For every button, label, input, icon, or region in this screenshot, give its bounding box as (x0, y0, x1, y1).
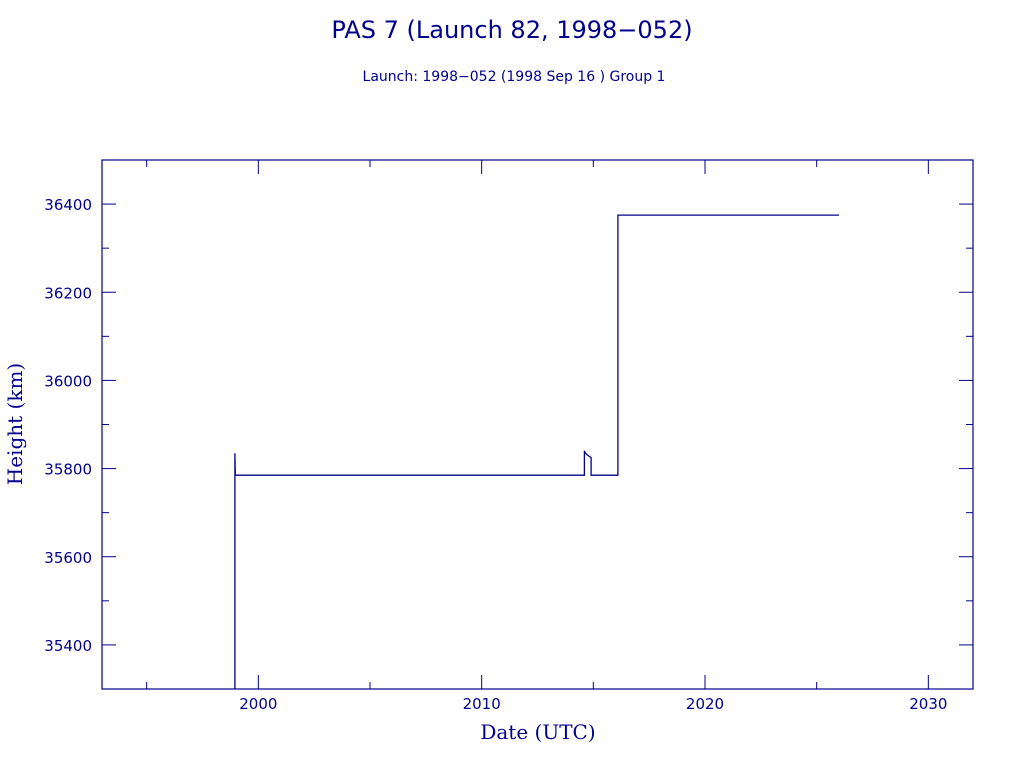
x-tick-label: 2010 (463, 695, 501, 713)
chart-title: PAS 7 (Launch 82, 1998−052) (331, 16, 692, 44)
y-tick-label: 36400 (44, 196, 92, 214)
x-tick-label: 2000 (239, 695, 277, 713)
y-tick-label: 35400 (44, 637, 92, 655)
y-tick-label: 36200 (44, 284, 92, 302)
series-layer (234, 214, 839, 689)
x-axis-ticks: 2000 2010 2020 2030 (146, 160, 947, 713)
x-tick-label: 2020 (686, 695, 724, 713)
y-axis-label: Height (km) (3, 363, 27, 485)
plot-frame (101, 159, 974, 690)
y-tick-label: 36000 (44, 372, 92, 390)
y-axis-ticks: 35400 35600 35800 36000 36200 36400 (44, 159, 973, 690)
x-tick-label: 2030 (909, 695, 947, 713)
y-tick-label: 35800 (44, 461, 92, 479)
chart-subtitle: Launch: 1998−052 (1998 Sep 16 ) Group 1 (363, 69, 666, 85)
y-tick-label: 35600 (44, 549, 92, 567)
series-line (234, 214, 839, 689)
x-axis-label: Date (UTC) (480, 720, 595, 744)
